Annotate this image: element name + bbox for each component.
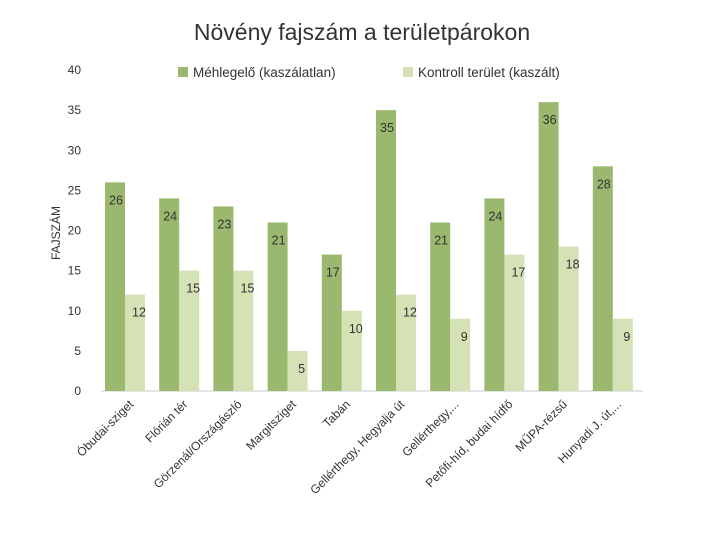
chart-title: Növény fajszám a területpárokon [194, 19, 530, 45]
x-tick-label: Görzenál/Országászló [151, 397, 245, 491]
bars [105, 102, 633, 391]
y-tick-label: 10 [68, 304, 82, 318]
bar-mehlegelo [321, 254, 342, 391]
bar-kontroll [612, 318, 633, 391]
bar-mehlegelo [376, 110, 396, 391]
y-tick-label: 20 [68, 224, 82, 238]
bar-mehlegelo [430, 222, 451, 391]
bar-kontroll [396, 294, 416, 391]
y-tick-label: 35 [68, 103, 82, 117]
x-axis-ticks: Óbudai-sziget Flórián térGörzenál/Országá… [73, 396, 624, 497]
data-label: 36 [543, 113, 557, 127]
data-label: 21 [272, 233, 286, 247]
y-axis-title: FAJSZÁM [48, 206, 63, 260]
data-label: 15 [240, 282, 254, 296]
x-tick-label: Margitsziget [243, 397, 299, 453]
y-axis-ticks: 0 5 10 15 20 25 30 35 40 [68, 63, 82, 398]
data-label: 24 [488, 209, 502, 223]
bar-kontroll [233, 270, 254, 391]
bar-kontroll [450, 318, 471, 391]
bar-mehlegelo [592, 166, 613, 391]
bar-mehlegelo [159, 198, 180, 391]
data-label: 5 [298, 362, 305, 376]
y-tick-label: 40 [68, 63, 82, 77]
legend-label-mehlegelo: Méhlegelő (kaszálatlan) [193, 65, 336, 80]
bar-kontroll [125, 294, 145, 391]
legend-swatch-kontroll [403, 67, 413, 77]
bar-labels: 26 12 24 15 23 15 21 5 17 10 35 12 21 9 24 17 36 18 28 9 [109, 113, 630, 376]
data-label: 21 [434, 233, 448, 247]
bar-mehlegelo [213, 206, 234, 391]
y-tick-label: 15 [68, 264, 82, 278]
bar-mehlegelo [484, 198, 505, 391]
data-label: 24 [163, 209, 177, 223]
bar-kontroll [558, 246, 579, 391]
data-label: 9 [623, 330, 630, 344]
data-label: 23 [217, 217, 231, 231]
x-tick-label: MŰPA-rézsű [512, 396, 570, 454]
legend-swatch-mehlegelo [178, 67, 188, 77]
bar-kontroll [287, 350, 308, 391]
x-tick-label: Flórián tér [142, 397, 190, 445]
bar-kontroll [179, 270, 200, 391]
y-tick-label: 25 [68, 183, 82, 197]
bar-mehlegelo [538, 102, 559, 391]
data-label: 17 [326, 266, 340, 280]
data-label: 17 [511, 266, 525, 280]
legend-label-kontroll: Kontroll terület (kaszált) [418, 65, 560, 80]
x-tick-label: Gellérthegy, Hegyalja út [307, 397, 407, 497]
y-tick-label: 5 [74, 344, 81, 358]
bar-kontroll [504, 254, 525, 391]
x-tick-label: Tabán [320, 397, 353, 430]
bar-mehlegelo [267, 222, 288, 391]
bar-mehlegelo [105, 182, 125, 391]
data-label: 9 [461, 330, 468, 344]
data-label: 28 [597, 177, 611, 191]
data-label: 18 [566, 258, 580, 272]
x-tick-label: Óbudai-sziget [73, 396, 136, 459]
data-label: 26 [109, 193, 123, 207]
data-label: 10 [349, 322, 363, 336]
y-tick-label: 30 [68, 143, 82, 157]
data-label: 12 [132, 306, 146, 320]
data-label: 12 [403, 306, 417, 320]
data-label: 15 [186, 282, 200, 296]
legend: Méhlegelő (kaszálatlan) Kontroll terület… [178, 65, 560, 80]
bar-kontroll [341, 310, 362, 391]
y-tick-label: 0 [74, 384, 81, 398]
data-label: 35 [380, 121, 394, 135]
